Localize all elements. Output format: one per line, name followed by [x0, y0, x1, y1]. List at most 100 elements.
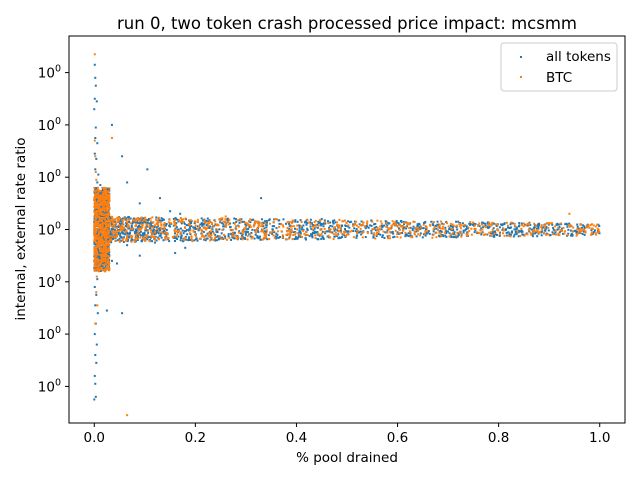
band-point [225, 224, 228, 227]
band-point [268, 222, 271, 225]
band-point [159, 229, 162, 232]
band-point [107, 217, 110, 220]
band-point [594, 225, 597, 228]
band-point [499, 231, 502, 234]
band-point [366, 223, 369, 226]
band-point [474, 228, 477, 231]
data-point [93, 286, 96, 289]
band-point [595, 233, 598, 236]
band-point [384, 220, 387, 223]
band-point [523, 234, 526, 237]
band-point [190, 235, 193, 238]
band-point [106, 238, 109, 241]
band-point [536, 230, 539, 233]
data-point [93, 108, 96, 111]
band-point [412, 225, 415, 228]
band-point [370, 219, 373, 222]
band-point [480, 231, 483, 234]
band-point [141, 219, 144, 222]
band-point [590, 232, 593, 235]
band-point [490, 222, 493, 225]
band-point [106, 188, 109, 191]
band-point [558, 234, 561, 237]
band-point [370, 229, 373, 232]
band-point [367, 226, 370, 229]
band-point [354, 230, 357, 233]
band-point [455, 236, 458, 239]
band-point [292, 234, 295, 237]
data-point [94, 382, 97, 385]
band-point [101, 224, 104, 227]
band-point [393, 235, 396, 238]
band-point [376, 231, 379, 234]
band-point [530, 233, 533, 236]
band-point [469, 222, 472, 225]
band-point [337, 230, 340, 233]
data-point [93, 53, 96, 56]
band-point [327, 222, 330, 225]
band-point [161, 227, 164, 230]
band-point [473, 224, 476, 227]
band-point [293, 238, 296, 241]
band-point [104, 211, 107, 214]
band-point [536, 229, 539, 232]
band-point [366, 220, 369, 223]
band-point [110, 228, 113, 231]
band-point [121, 231, 124, 234]
band-point [249, 232, 252, 235]
band-point [101, 222, 104, 225]
band-point [394, 223, 397, 226]
band-point [193, 222, 196, 225]
data-point [126, 244, 129, 247]
band-point [275, 218, 278, 221]
band-point [244, 233, 247, 236]
band-point [462, 229, 465, 232]
band-point [103, 200, 106, 203]
band-point [151, 232, 154, 235]
band-point [313, 230, 316, 233]
band-point [110, 215, 113, 218]
band-point [114, 239, 117, 242]
band-point [112, 230, 115, 233]
band-point [193, 230, 196, 233]
band-point [399, 236, 402, 239]
band-point [95, 229, 98, 232]
band-point [485, 226, 488, 229]
band-point [332, 232, 335, 235]
band-point [148, 235, 151, 238]
band-point [290, 230, 293, 233]
band-point [584, 230, 587, 233]
band-point [189, 227, 192, 230]
band-point [329, 224, 332, 227]
band-point [243, 220, 246, 223]
band-point [160, 231, 163, 234]
band-point [248, 219, 251, 222]
band-point [151, 235, 154, 238]
band-point [133, 240, 136, 243]
band-point [260, 218, 263, 221]
band-point [180, 222, 183, 225]
band-point [153, 233, 156, 236]
band-point [355, 224, 358, 227]
band-point [117, 229, 120, 232]
band-point [113, 228, 116, 231]
band-point [440, 230, 443, 233]
band-point [227, 233, 230, 236]
data-point [146, 168, 149, 171]
band-point [415, 230, 418, 233]
band-point [338, 226, 341, 229]
band-point [115, 233, 118, 236]
band-point [383, 224, 386, 227]
band-point [210, 231, 213, 234]
band-point [196, 218, 199, 221]
band-point [122, 227, 125, 230]
band-point [150, 224, 153, 227]
band-point [126, 231, 129, 234]
band-point [93, 225, 96, 228]
band-point [411, 227, 414, 230]
band-point [477, 224, 480, 227]
band-point [138, 233, 141, 236]
band-point [202, 219, 205, 222]
data-point [95, 293, 98, 296]
band-point [555, 233, 558, 236]
